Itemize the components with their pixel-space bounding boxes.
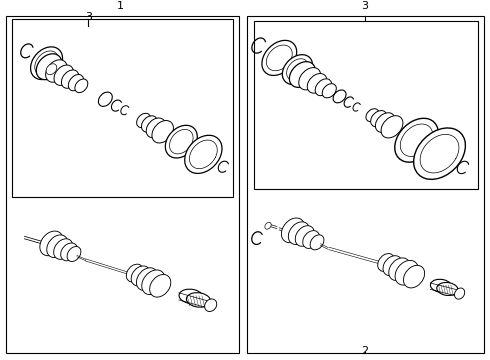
Ellipse shape — [310, 235, 324, 250]
Ellipse shape — [185, 135, 222, 174]
Ellipse shape — [389, 258, 410, 280]
Ellipse shape — [370, 111, 387, 127]
Ellipse shape — [262, 40, 296, 76]
Text: 3: 3 — [362, 1, 368, 11]
Ellipse shape — [179, 289, 203, 303]
Ellipse shape — [414, 128, 466, 179]
Ellipse shape — [142, 116, 157, 132]
Ellipse shape — [186, 293, 211, 307]
Ellipse shape — [54, 65, 74, 85]
Ellipse shape — [152, 121, 173, 143]
Ellipse shape — [322, 84, 336, 98]
Text: 2: 2 — [362, 346, 368, 356]
Ellipse shape — [395, 118, 438, 162]
Ellipse shape — [149, 274, 171, 297]
Ellipse shape — [54, 239, 73, 259]
Ellipse shape — [61, 70, 79, 88]
Ellipse shape — [36, 54, 62, 80]
Ellipse shape — [40, 231, 63, 256]
Ellipse shape — [403, 265, 425, 288]
Ellipse shape — [290, 62, 315, 87]
Ellipse shape — [430, 279, 452, 292]
Ellipse shape — [46, 60, 67, 82]
Ellipse shape — [303, 231, 319, 248]
Ellipse shape — [315, 79, 332, 96]
Ellipse shape — [333, 90, 346, 103]
Bar — [12, 19, 233, 198]
Ellipse shape — [30, 47, 63, 80]
Ellipse shape — [295, 226, 314, 246]
Ellipse shape — [395, 260, 418, 285]
Ellipse shape — [136, 268, 158, 291]
Ellipse shape — [378, 253, 394, 271]
Ellipse shape — [142, 270, 165, 294]
Ellipse shape — [165, 125, 197, 158]
Ellipse shape — [146, 118, 166, 138]
Ellipse shape — [137, 113, 150, 127]
Ellipse shape — [47, 235, 68, 257]
Ellipse shape — [282, 55, 313, 85]
Ellipse shape — [381, 116, 403, 138]
Ellipse shape — [126, 264, 143, 282]
Ellipse shape — [205, 299, 217, 311]
Ellipse shape — [98, 92, 112, 107]
Ellipse shape — [75, 79, 88, 93]
Ellipse shape — [68, 75, 84, 91]
Bar — [254, 21, 478, 189]
Ellipse shape — [61, 243, 77, 261]
Bar — [6, 15, 239, 353]
Ellipse shape — [46, 64, 57, 75]
Ellipse shape — [265, 222, 271, 229]
Ellipse shape — [131, 266, 150, 286]
Ellipse shape — [455, 288, 465, 299]
Ellipse shape — [366, 109, 379, 122]
Ellipse shape — [437, 283, 458, 296]
Bar — [247, 15, 484, 353]
Ellipse shape — [299, 68, 320, 90]
Ellipse shape — [281, 218, 305, 243]
Ellipse shape — [307, 73, 327, 93]
Ellipse shape — [67, 247, 81, 261]
Text: 1: 1 — [117, 1, 123, 11]
Ellipse shape — [383, 256, 402, 276]
Text: 3: 3 — [85, 12, 92, 22]
Ellipse shape — [375, 113, 395, 132]
Ellipse shape — [288, 222, 310, 244]
